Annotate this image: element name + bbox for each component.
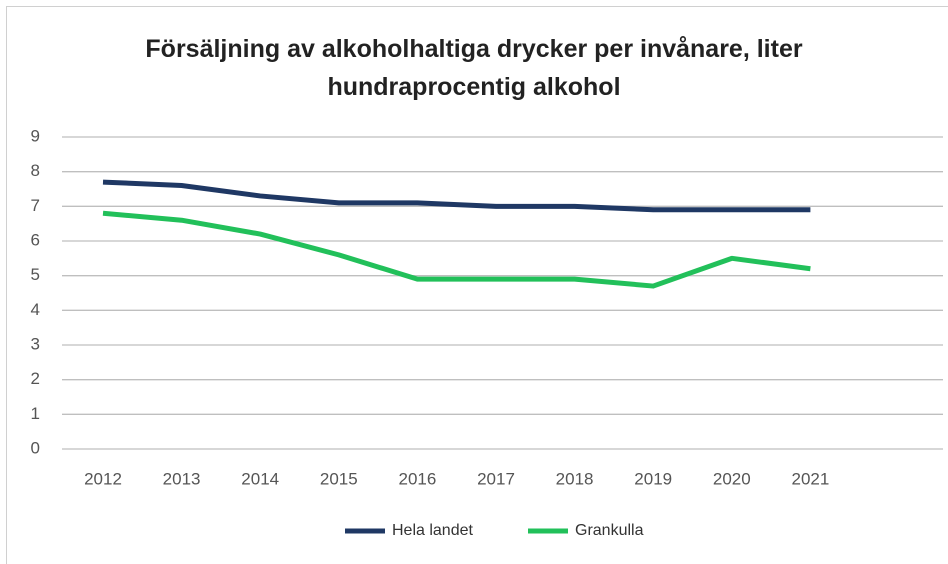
x-tick-label: 2020 (713, 469, 751, 488)
x-tick-label: 2019 (634, 469, 672, 488)
y-tick-label: 6 (31, 230, 40, 249)
x-tick-label: 2015 (320, 469, 358, 488)
y-tick-label: 8 (31, 161, 40, 180)
x-tick-label: 2018 (556, 469, 594, 488)
x-tick-label: 2013 (163, 469, 201, 488)
y-tick-label: 9 (31, 126, 40, 145)
chart-frame (6, 6, 948, 564)
y-tick-label: 3 (31, 334, 40, 353)
x-tick-label: 2016 (398, 469, 436, 488)
legend-label: Hela landet (392, 522, 474, 539)
x-tick-label: 2014 (241, 469, 279, 488)
y-tick-label: 1 (31, 404, 40, 423)
y-tick-label: 4 (31, 300, 40, 319)
x-tick-label: 2021 (791, 469, 829, 488)
series-line (102, 179, 811, 213)
chart-title: Försäljning av alkoholhaltiga drycker pe… (145, 35, 803, 101)
x-tick-label: 2017 (477, 469, 515, 488)
y-tick-label: 5 (31, 265, 40, 284)
x-tick-label: 2012 (84, 469, 122, 488)
legend-label: Grankulla (575, 522, 644, 539)
y-tick-label: 2 (31, 369, 40, 388)
y-tick-label: 7 (31, 196, 40, 215)
series-line (102, 210, 811, 289)
y-tick-label: 0 (31, 438, 40, 457)
